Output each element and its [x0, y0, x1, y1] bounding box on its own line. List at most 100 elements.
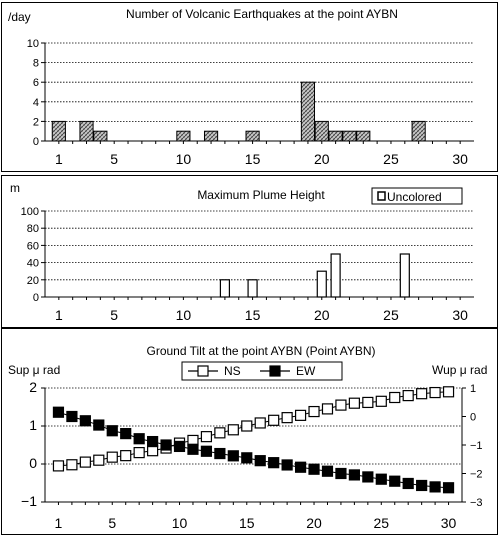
tilt-right-tick-label: 1 [470, 383, 476, 395]
tilt-left-unit: Sup μ rad [8, 363, 60, 377]
ns-point [227, 424, 239, 436]
tilt-left-tick-label: 1 [29, 417, 37, 433]
plume-y-unit: m [10, 181, 20, 195]
ns-point [308, 405, 320, 418]
earthquake-x-tick-label: 1 [55, 151, 63, 167]
tilt-chart-panel: Ground Tilt at the point AYBN (Point AYB… [1, 328, 498, 535]
ns-point [79, 456, 91, 468]
plume-bar [316, 270, 327, 298]
ns-point [321, 403, 334, 415]
ew-point [120, 427, 132, 440]
earthquake-bar [342, 130, 357, 142]
earthquake-x-tick-label: 15 [245, 151, 261, 167]
plume-y-tick-label: 100 [21, 206, 39, 218]
earthquake-chart-panel: /day Number of Volcanic Earthquakes at t… [1, 2, 498, 172]
plume-x-tick-label: 5 [110, 307, 118, 323]
earthquake-bar [51, 120, 66, 142]
tilt-right-unit: Wup μ rad [432, 363, 487, 377]
tilt-x-tick-label: 20 [306, 515, 322, 531]
ns-point [416, 388, 428, 400]
earthquake-x-tick-label: 5 [110, 151, 118, 167]
plume-bar [330, 253, 341, 298]
ew-point [227, 450, 239, 462]
earthquake-bar [93, 130, 108, 142]
tilt-left-tick-label: 2 [29, 379, 37, 395]
plume-y-tick-label: 20 [27, 275, 39, 287]
ns-point [106, 451, 118, 463]
ew-point [52, 406, 65, 418]
ns-point [147, 445, 159, 457]
plume-y-tick-label: 80 [27, 223, 39, 235]
plume-x-tick-label: 15 [245, 307, 261, 323]
ns-legend-marker [197, 365, 209, 377]
ns-point [200, 431, 213, 443]
plume-bar [219, 279, 231, 298]
plume-bar [247, 279, 258, 298]
earthquake-x-tick-label: 25 [383, 151, 399, 167]
plume-legend-box [371, 187, 463, 205]
ns-point [93, 454, 105, 466]
earthquake-chart-title: Number of Volcanic Earthquakes at the po… [126, 7, 398, 21]
ns-point [335, 399, 347, 411]
ew-point [254, 455, 266, 467]
ew-point [308, 463, 320, 475]
ew-point [375, 473, 387, 485]
ew-point [442, 482, 455, 494]
tilt-x-tick-label: 15 [239, 515, 255, 531]
earthquake-y-tick-label: 2 [33, 116, 39, 128]
earthquake-bar [176, 130, 191, 142]
ns-point [281, 412, 293, 424]
ew-point [133, 433, 145, 445]
plume-x-tick-label: 25 [383, 307, 399, 323]
ns-point [52, 460, 65, 472]
ew-point [268, 457, 280, 469]
tilt-left-tick-label: 0 [29, 455, 37, 471]
plume-y-tick-label: 0 [33, 292, 39, 304]
tilt-legend: NS EW [181, 361, 343, 381]
plume-chart-title: Maximum Plume Height [197, 188, 325, 202]
tilt-x-tick-label: 1 [55, 515, 63, 531]
tilt-right-tick-label: −1 [470, 440, 483, 452]
earthquake-x-tick-label: 20 [314, 151, 330, 167]
ew-point [362, 471, 374, 483]
ew-point [214, 447, 226, 460]
earthquake-y-tick-label: 4 [33, 97, 39, 109]
ew-point [66, 410, 78, 423]
earthquake-x-tick-label: 30 [452, 151, 468, 167]
tilt-right-tick-label: −3 [470, 497, 483, 509]
ew-point [281, 459, 293, 471]
earthquake-bar [203, 130, 219, 142]
earthquake-bar [314, 120, 329, 142]
plume-legend: Uncolored [371, 187, 463, 205]
ew-point [106, 425, 118, 437]
plume-bar [399, 253, 410, 298]
plume-chart: m Maximum Plume Height Uncolored 0 20 40 60… [10, 181, 474, 323]
ns-point [442, 386, 455, 398]
earthquake-y-tick-label: 8 [33, 58, 39, 70]
tilt-right-tick-label: −2 [470, 469, 483, 481]
ew-point [200, 445, 213, 457]
tilt-chart: Ground Tilt at the point AYBN (Point AYB… [8, 344, 487, 531]
ew-point [160, 439, 172, 451]
ew-point [429, 481, 441, 493]
earthquake-bar [328, 130, 343, 142]
plume-x-tick-label: 10 [176, 307, 192, 323]
earthquake-y-tick-label: 6 [33, 77, 39, 89]
plume-x-tick-label: 20 [314, 307, 330, 323]
plume-chart-panel: m Maximum Plume Height Uncolored 0 20 40 60… [1, 175, 498, 328]
earthquake-bar [411, 120, 426, 142]
ns-point [241, 420, 253, 432]
ns-point [120, 450, 132, 462]
ew-point [321, 465, 334, 477]
plume-legend-label: Uncolored [387, 190, 442, 204]
plume-x-tick-label: 30 [452, 307, 468, 323]
tilt-x-tick-label: 10 [172, 515, 188, 531]
plume-y-tick-label: 40 [27, 258, 39, 270]
plume-legend-swatch [377, 191, 386, 201]
earthquake-bar [300, 81, 316, 142]
ns-point [375, 395, 387, 407]
tilt-x-tick-label: 25 [374, 515, 390, 531]
ew-legend-marker [269, 365, 281, 377]
ns-point [214, 427, 226, 439]
earthquake-bar [356, 130, 371, 142]
